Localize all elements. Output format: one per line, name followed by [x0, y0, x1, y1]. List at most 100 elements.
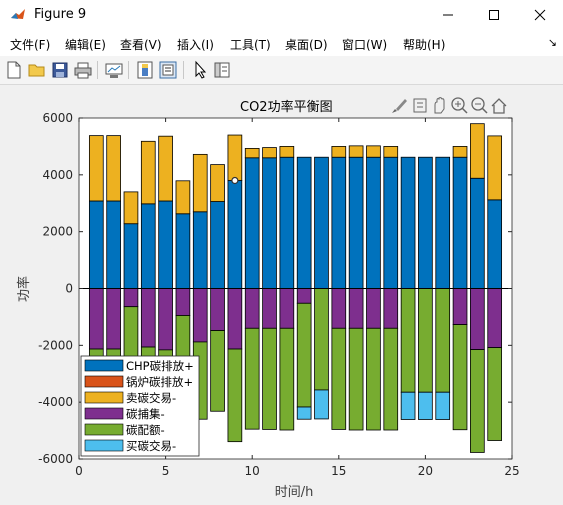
menu-file[interactable]: 文件(F)	[10, 38, 51, 52]
menu-dock-arrow-icon[interactable]: ↘	[547, 36, 557, 49]
y-tick-label: -2000	[38, 338, 73, 352]
bar-segment	[296, 302, 312, 408]
print-icon[interactable]	[73, 60, 93, 80]
bar-segment	[366, 156, 381, 289]
menu-desktop[interactable]: 桌面(D)	[285, 38, 328, 52]
bar-segment	[348, 288, 364, 329]
brush-icon[interactable]	[392, 99, 407, 113]
close-icon	[534, 9, 546, 21]
menu-window[interactable]: 窗口(W)	[342, 38, 388, 52]
x-tick-label: 20	[418, 464, 433, 478]
axes-box	[78, 117, 513, 460]
legend-label: 卖碳交易-	[126, 391, 176, 405]
bar-segment	[244, 148, 260, 159]
bar-segment	[279, 156, 295, 289]
zoom-in-icon[interactable]	[451, 97, 468, 114]
bar-segment	[140, 140, 156, 205]
bar-segment	[314, 389, 329, 420]
bar-segment	[331, 156, 347, 289]
bar-segment	[262, 147, 277, 159]
pan-icon[interactable]	[434, 97, 445, 114]
bar-segment	[123, 288, 139, 308]
bar-segment	[279, 146, 295, 158]
bar-segment	[175, 180, 191, 215]
bar-segment	[470, 177, 485, 289]
bar-segment	[210, 330, 225, 412]
bar-segment	[400, 156, 416, 289]
legend-swatch	[84, 375, 124, 388]
bar-segment	[296, 156, 312, 289]
x-tick-label: 0	[75, 464, 83, 478]
y-tick-label: 0	[65, 282, 73, 296]
bar-segment	[210, 201, 225, 289]
bar-segment	[383, 327, 399, 431]
bar-segment	[331, 327, 347, 430]
y-tick-label: -6000	[38, 452, 73, 466]
bar-segment	[244, 327, 260, 430]
data-tip-marker[interactable]	[231, 176, 239, 185]
menu-tools[interactable]: 工具(T)	[230, 38, 271, 52]
bar-segment	[383, 146, 399, 158]
data-tips-icon[interactable]	[413, 98, 427, 113]
legend-label: 碳配额-	[126, 423, 165, 437]
bar-segment	[140, 346, 156, 440]
bar-segment	[400, 391, 416, 420]
legend-icon[interactable]	[158, 60, 178, 80]
save-icon[interactable]	[50, 60, 70, 80]
bar-segment	[314, 288, 329, 391]
bar-segment	[452, 288, 468, 325]
bar-segment	[262, 288, 277, 329]
bar-segment	[435, 156, 451, 289]
bar-segment	[123, 191, 139, 225]
minimize-button[interactable]	[425, 0, 471, 30]
legend-box[interactable]	[80, 355, 200, 457]
property-inspector-icon[interactable]	[212, 60, 232, 80]
menu-insert[interactable]: 插入(I)	[177, 38, 214, 52]
bar-segment	[348, 145, 364, 158]
legend-label: 锅炉碳排放+	[126, 375, 193, 389]
bar-segment	[348, 156, 364, 289]
figure-toolbar	[0, 56, 563, 85]
bar-segment	[470, 123, 485, 179]
menu-view[interactable]: 查看(V)	[120, 38, 162, 52]
plot-area	[79, 118, 512, 459]
home-icon[interactable]	[491, 98, 507, 114]
menu-bar: 文件(F) 编辑(E) 查看(V) 插入(I) 工具(T) 桌面(D) 窗口(W…	[0, 30, 563, 56]
bar-segment	[210, 288, 225, 331]
bar-segment	[383, 156, 399, 289]
bar-segment	[210, 164, 225, 202]
toolbar-separator	[183, 61, 184, 79]
open-file-icon[interactable]	[27, 60, 47, 80]
bar-segment	[192, 288, 208, 343]
y-tick-label: -4000	[38, 395, 73, 409]
bar-segment	[88, 288, 104, 350]
bar-segment	[487, 288, 503, 349]
pointer-icon[interactable]	[190, 60, 210, 80]
bar-segment	[400, 288, 416, 393]
zoom-out-icon[interactable]	[471, 97, 488, 114]
maximize-button[interactable]	[471, 0, 517, 30]
window-titlebar: Figure 9	[0, 0, 563, 30]
bar-segment	[262, 157, 277, 289]
bar-segment	[140, 288, 156, 348]
bar-segment	[192, 211, 208, 289]
menu-edit[interactable]: 编辑(E)	[65, 38, 106, 52]
chart-title: CO2功率平衡图	[240, 100, 333, 115]
bar-segment	[366, 288, 381, 329]
menu-help[interactable]: 帮助(H)	[403, 38, 446, 52]
bar-segment	[175, 288, 191, 316]
close-button[interactable]	[517, 0, 563, 30]
legend-label: 碳捕集-	[126, 407, 165, 421]
maximize-icon	[489, 10, 499, 20]
bar-segment	[435, 391, 451, 420]
bar-segment	[106, 348, 121, 442]
legend-swatch	[84, 439, 124, 452]
new-figure-icon[interactable]	[4, 60, 24, 80]
bar-segment	[227, 180, 243, 289]
bar-segment	[452, 156, 468, 289]
colorbar-icon[interactable]	[135, 60, 155, 80]
minimize-icon	[443, 14, 453, 16]
link-plot-icon[interactable]	[104, 60, 124, 80]
x-tick-label: 10	[245, 464, 260, 478]
bar-segment	[435, 288, 451, 393]
